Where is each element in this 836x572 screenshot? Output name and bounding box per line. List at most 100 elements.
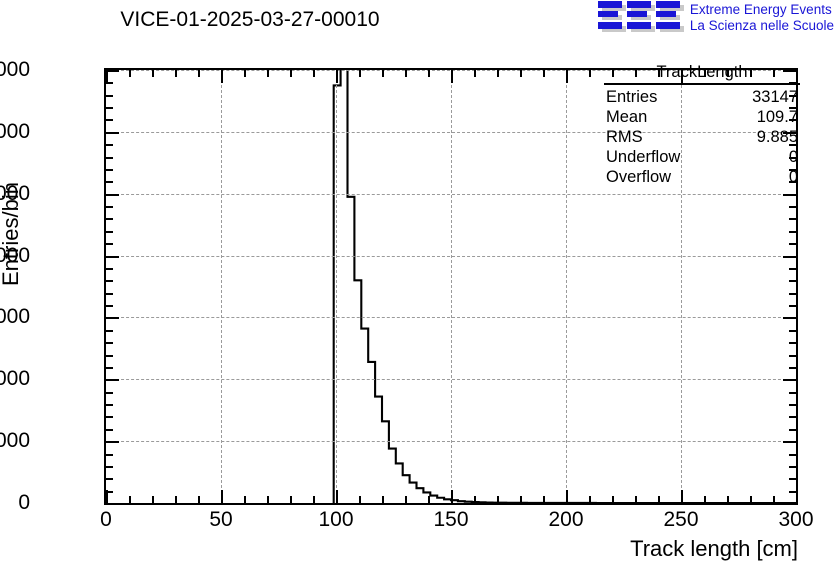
axis-tick bbox=[267, 70, 269, 77]
x-axis-title: Track length [cm] bbox=[630, 536, 798, 561]
x-tick-label: 300 bbox=[778, 508, 814, 531]
axis-tick bbox=[106, 292, 113, 295]
y-tick-label: 0 bbox=[18, 491, 30, 514]
axis-tick bbox=[789, 107, 796, 110]
x-tick-label: 0 bbox=[100, 508, 112, 531]
axis-tick bbox=[789, 404, 796, 407]
axis-tick bbox=[106, 181, 113, 184]
stats-key: Overflow bbox=[606, 168, 672, 186]
axis-tick bbox=[106, 70, 119, 72]
axis-tick bbox=[175, 70, 177, 77]
axis-tick bbox=[773, 70, 775, 77]
axis-tick bbox=[474, 496, 476, 503]
axis-tick bbox=[175, 496, 177, 503]
stats-title: TrackLength bbox=[656, 63, 748, 81]
axis-tick bbox=[106, 119, 113, 122]
axis-tick bbox=[789, 243, 796, 246]
axis-tick bbox=[789, 329, 796, 332]
y-tick-label: 7000 bbox=[0, 58, 30, 81]
axis-tick bbox=[221, 490, 223, 503]
axis-tick bbox=[789, 366, 796, 369]
stats-value: 9.885 bbox=[756, 128, 798, 146]
axis-tick bbox=[783, 441, 796, 444]
axis-tick bbox=[106, 144, 113, 147]
axis-tick bbox=[106, 305, 113, 308]
y-tick-label: 4000 bbox=[0, 243, 30, 267]
axis-tick bbox=[783, 255, 796, 258]
axis-tick bbox=[106, 218, 113, 221]
axis-tick bbox=[106, 379, 119, 382]
axis-tick bbox=[789, 230, 796, 233]
axis-tick bbox=[789, 416, 796, 419]
axis-tick bbox=[789, 490, 796, 493]
axis-tick bbox=[221, 70, 223, 83]
axis-tick bbox=[336, 70, 338, 83]
axis-tick bbox=[106, 490, 113, 493]
axis-tick bbox=[359, 496, 361, 503]
axis-tick bbox=[106, 354, 113, 357]
axis-tick bbox=[106, 391, 113, 394]
axis-tick bbox=[106, 193, 119, 196]
stats-row: Overflow 0 bbox=[604, 167, 800, 187]
axis-tick bbox=[428, 496, 430, 503]
axis-tick bbox=[106, 206, 113, 209]
stats-key: Entries bbox=[606, 88, 658, 106]
gridline-vertical bbox=[566, 70, 567, 503]
y-tick-label: 2000 bbox=[0, 367, 30, 391]
axis-tick bbox=[106, 478, 113, 481]
logo-text: Extreme Energy Events La Scienza nelle S… bbox=[690, 1, 834, 33]
axis-tick bbox=[106, 243, 113, 246]
stats-rows: Entries 33147 Mean 109.7 RMS 9.885 Underflow 0 O… bbox=[604, 87, 800, 187]
axis-tick bbox=[566, 70, 568, 83]
axis-tick bbox=[106, 131, 119, 134]
axis-tick bbox=[612, 70, 614, 77]
axis-tick bbox=[704, 70, 706, 77]
axis-tick bbox=[267, 496, 269, 503]
axis-tick bbox=[789, 391, 796, 394]
gridline-vertical bbox=[336, 70, 337, 503]
plot-frame bbox=[104, 68, 798, 505]
axis-tick bbox=[750, 70, 752, 77]
axis-tick bbox=[451, 70, 453, 83]
axis-tick bbox=[566, 490, 568, 503]
axis-tick bbox=[244, 496, 246, 503]
axis-tick bbox=[635, 70, 637, 77]
axis-tick bbox=[152, 70, 154, 77]
stats-key: Mean bbox=[606, 108, 648, 126]
stats-value: 0 bbox=[788, 148, 798, 166]
x-tick-label: 250 bbox=[663, 508, 699, 531]
axis-tick bbox=[789, 453, 796, 456]
axis-tick bbox=[783, 503, 796, 505]
axis-tick bbox=[520, 496, 522, 503]
axis-tick bbox=[106, 490, 108, 503]
axis-tick bbox=[106, 94, 113, 97]
axis-tick bbox=[106, 230, 113, 233]
axis-tick bbox=[382, 496, 384, 503]
eee-logo: Extreme Energy Events La Scienza nelle S… bbox=[597, 1, 834, 33]
axis-tick bbox=[520, 70, 522, 77]
stats-box: TrackLength Entries 33147 Mean 109.7 RMS 9.88… bbox=[604, 62, 800, 187]
x-tick-label: 200 bbox=[548, 508, 584, 531]
axis-tick bbox=[789, 465, 796, 468]
axis-tick bbox=[313, 496, 315, 503]
stats-row: Underflow 0 bbox=[604, 147, 800, 167]
axis-tick bbox=[198, 70, 200, 77]
axis-tick bbox=[106, 441, 119, 444]
axis-tick bbox=[198, 496, 200, 503]
gridline-vertical bbox=[451, 70, 452, 503]
axis-tick bbox=[789, 168, 796, 171]
axis-tick bbox=[359, 70, 361, 77]
axis-tick bbox=[789, 218, 796, 221]
stats-divider bbox=[604, 83, 800, 85]
axis-tick bbox=[658, 70, 660, 77]
axis-tick bbox=[106, 366, 113, 369]
axis-tick bbox=[106, 280, 113, 283]
axis-tick bbox=[106, 465, 113, 468]
axis-tick bbox=[658, 496, 660, 503]
axis-tick bbox=[474, 70, 476, 77]
axis-tick bbox=[589, 70, 591, 77]
y-tick-label: 6000 bbox=[0, 119, 30, 143]
axis-tick bbox=[106, 267, 113, 270]
stats-value: 109.7 bbox=[756, 108, 798, 126]
axis-tick bbox=[704, 496, 706, 503]
